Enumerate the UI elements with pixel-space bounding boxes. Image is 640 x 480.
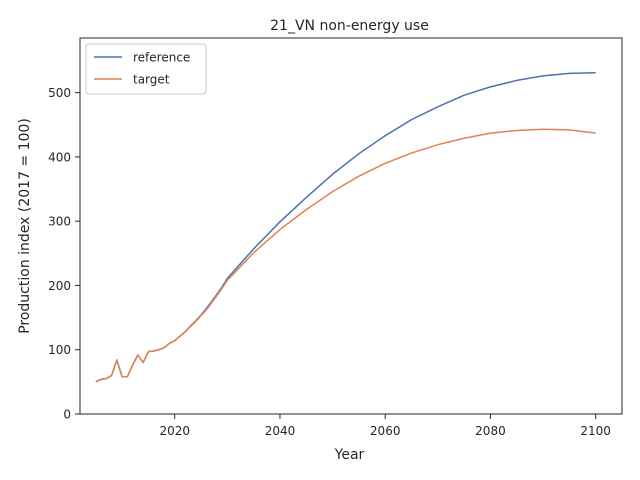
x-tick-label: 2100 (580, 424, 611, 438)
x-tick-label: 2080 (475, 424, 506, 438)
legend-label-1: target (133, 73, 170, 87)
y-tick-label: 500 (48, 86, 71, 100)
y-axis-label: Production index (2017 = 100) (17, 118, 33, 334)
y-tick-label: 0 (63, 408, 71, 422)
y-tick-label: 300 (48, 215, 71, 229)
y-tick-label: 100 (48, 343, 71, 357)
x-tick-label: 2020 (159, 424, 190, 438)
plot-area: 2020 2040 2060 2080 2100 0 100 200 300 400 500 (48, 37, 623, 438)
y-tick-label: 200 (48, 279, 71, 293)
legend-label-0: reference (133, 51, 190, 65)
y-tick-label: 400 (48, 150, 71, 164)
series-line-0 (95, 71, 596, 383)
series-line-1 (95, 128, 596, 383)
chart-title: 21_VN non-energy use (270, 18, 429, 34)
x-tick-label: 2040 (265, 424, 296, 438)
x-tick-label: 2060 (370, 424, 401, 438)
axes-frame (79, 37, 623, 415)
x-axis-label: Year (334, 447, 365, 463)
legend: reference target (85, 43, 207, 95)
